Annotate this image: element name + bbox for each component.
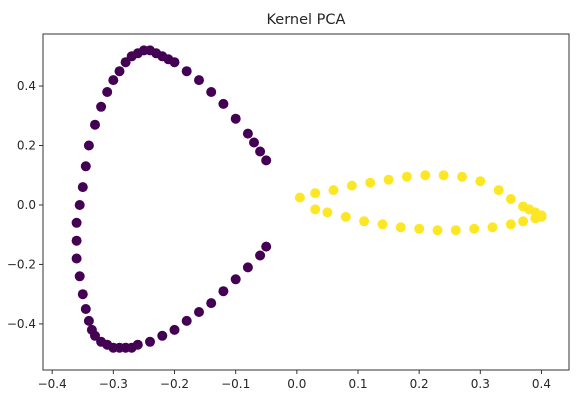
data-point	[242, 262, 253, 273]
y-tick-label: −0.2	[7, 257, 36, 271]
data-point	[469, 223, 480, 234]
data-point	[383, 174, 394, 185]
data-point	[438, 170, 449, 181]
x-tick-label: −0.3	[99, 377, 128, 391]
data-point	[255, 146, 266, 157]
axes-frame	[42, 33, 570, 371]
data-point	[80, 161, 91, 172]
data-point	[249, 137, 259, 148]
x-tick-label: −0.1	[221, 377, 250, 391]
y-axis: −0.4 −0.2 0.0 0.2 0.4	[7, 79, 43, 331]
data-point	[71, 217, 82, 228]
x-tick-label: −0.2	[160, 377, 189, 391]
data-point	[395, 222, 406, 233]
data-point	[181, 66, 192, 77]
data-point	[493, 185, 504, 196]
data-point	[359, 216, 370, 227]
data-point	[450, 225, 461, 236]
data-point	[71, 253, 82, 264]
data-point	[261, 155, 272, 166]
data-point	[322, 207, 333, 218]
data-point	[80, 304, 91, 314]
data-point	[206, 298, 217, 309]
y-tick-label: −0.4	[7, 317, 36, 331]
data-point	[157, 330, 168, 341]
y-tick-label: 0.4	[17, 79, 36, 93]
data-point	[530, 213, 541, 224]
y-tick-label: 0.0	[17, 198, 36, 212]
data-point	[96, 101, 107, 112]
x-tick-label: 0.4	[532, 377, 551, 391]
data-point	[230, 113, 241, 124]
data-point	[169, 324, 180, 335]
data-point	[108, 75, 119, 86]
data-point	[77, 289, 88, 300]
data-point	[71, 235, 82, 246]
x-tick-label: 0.2	[410, 377, 429, 391]
data-point	[102, 87, 113, 97]
data-point	[414, 223, 425, 234]
data-point	[346, 180, 357, 191]
data-point	[518, 216, 529, 227]
data-point	[457, 171, 467, 182]
data-point	[218, 98, 229, 109]
data-point	[90, 330, 100, 341]
data-point	[83, 140, 94, 151]
data-point	[83, 315, 94, 326]
data-point	[340, 211, 351, 222]
x-tick-label: −0.4	[38, 377, 67, 391]
data-point	[310, 188, 321, 199]
chart-title: Kernel PCA	[267, 12, 346, 28]
data-point	[206, 87, 217, 97]
x-tick-label: 0.3	[471, 377, 490, 391]
data-point	[401, 171, 412, 182]
data-point	[432, 225, 443, 236]
data-point	[365, 177, 376, 188]
data-point	[114, 66, 125, 77]
x-axis: −0.4 −0.3 −0.2 −0.1 0.0 0.1 0.2 0.3 0.4	[38, 370, 551, 391]
x-tick-label: 0.1	[348, 377, 367, 391]
data-point	[120, 57, 131, 68]
x-tick-label: 0.0	[287, 377, 306, 391]
data-point	[255, 250, 266, 261]
data-point	[77, 182, 88, 193]
data-point	[230, 274, 241, 285]
data-points	[71, 45, 547, 353]
data-point	[261, 241, 272, 252]
data-point	[145, 336, 155, 347]
data-point	[181, 315, 192, 326]
data-point	[328, 185, 339, 196]
data-point	[74, 200, 85, 210]
data-point	[194, 75, 204, 86]
y-tick-label: 0.2	[17, 139, 36, 153]
data-point	[194, 307, 204, 317]
data-point	[294, 192, 305, 203]
data-point	[505, 194, 516, 204]
data-point	[218, 286, 229, 297]
data-point	[505, 219, 516, 230]
data-point	[132, 339, 143, 350]
data-point	[377, 219, 388, 230]
data-point	[420, 170, 431, 181]
data-point	[242, 128, 253, 139]
data-point	[487, 222, 498, 233]
data-point	[475, 176, 486, 187]
data-point	[90, 119, 100, 130]
data-point	[310, 204, 321, 215]
plot-area	[42, 33, 570, 371]
data-point	[74, 271, 85, 282]
